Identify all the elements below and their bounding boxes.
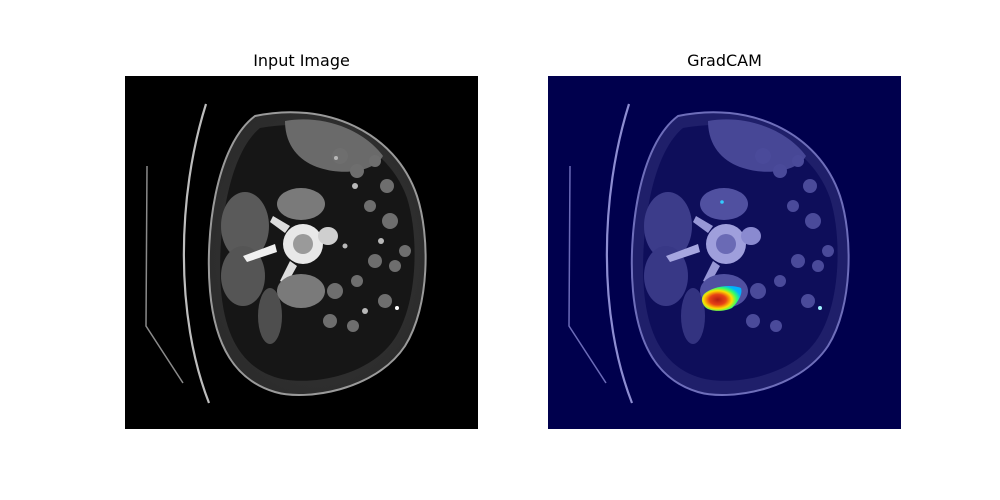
input-image-title: Input Image	[253, 51, 350, 70]
ct-scan-image	[125, 76, 478, 429]
gradcam-overlay-image	[548, 76, 901, 429]
gradcam-title: GradCAM	[687, 51, 762, 70]
gradcam-heat-region	[701, 286, 742, 311]
input-image-panel	[125, 76, 478, 429]
gradcam-panel	[548, 76, 901, 429]
